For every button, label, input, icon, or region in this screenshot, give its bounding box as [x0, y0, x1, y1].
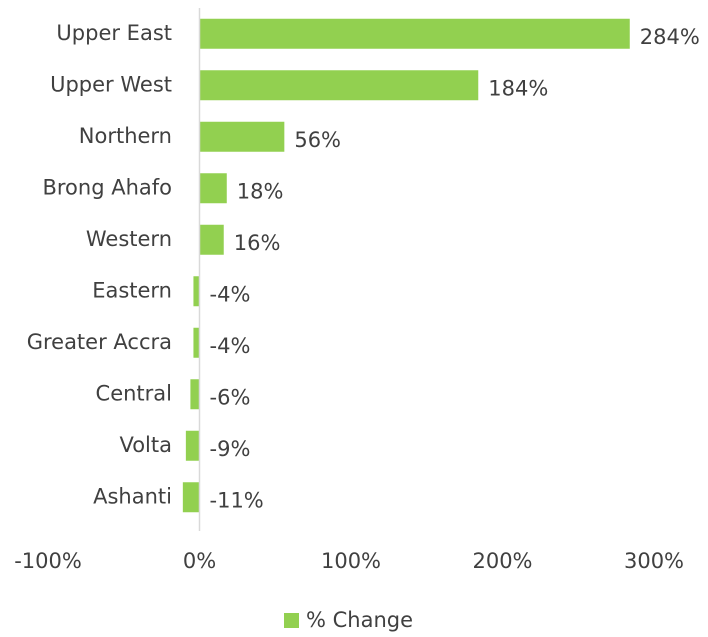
category-label: Ashanti — [93, 484, 172, 508]
data-label: -4% — [210, 334, 251, 358]
data-label: 284% — [640, 25, 700, 49]
bar — [199, 121, 285, 152]
category-label: Central — [96, 381, 172, 405]
data-label: 16% — [234, 231, 281, 255]
data-label: -6% — [210, 385, 251, 409]
data-label: 184% — [488, 76, 548, 100]
bar — [193, 327, 200, 358]
category-label: Upper East — [56, 21, 172, 45]
bar — [199, 18, 630, 49]
data-label: 18% — [237, 179, 284, 203]
category-label: Greater Accra — [27, 330, 172, 354]
category-label: Brong Ahafo — [42, 175, 172, 199]
category-label: Eastern — [92, 278, 172, 302]
bar — [199, 173, 227, 204]
bar — [199, 224, 224, 255]
category-label: Volta — [119, 433, 172, 457]
bar — [182, 482, 200, 513]
bar — [190, 379, 200, 410]
category-label: Northern — [79, 124, 172, 148]
x-tick-label: 0% — [183, 549, 216, 573]
data-label: -4% — [210, 282, 251, 306]
bar — [199, 70, 479, 101]
bar — [193, 276, 200, 307]
bar — [185, 430, 200, 461]
legend-swatch — [284, 613, 299, 628]
data-label: 56% — [294, 128, 341, 152]
data-label: -9% — [210, 437, 251, 461]
category-label: Western — [86, 227, 172, 251]
x-tick-label: 100% — [321, 549, 381, 573]
data-label: -11% — [210, 488, 264, 512]
x-tick-label: 200% — [472, 549, 532, 573]
x-tick-label: -100% — [14, 549, 82, 573]
legend-label: % Change — [306, 608, 413, 632]
x-tick-label: 300% — [624, 549, 684, 573]
category-label: Upper West — [50, 72, 172, 96]
